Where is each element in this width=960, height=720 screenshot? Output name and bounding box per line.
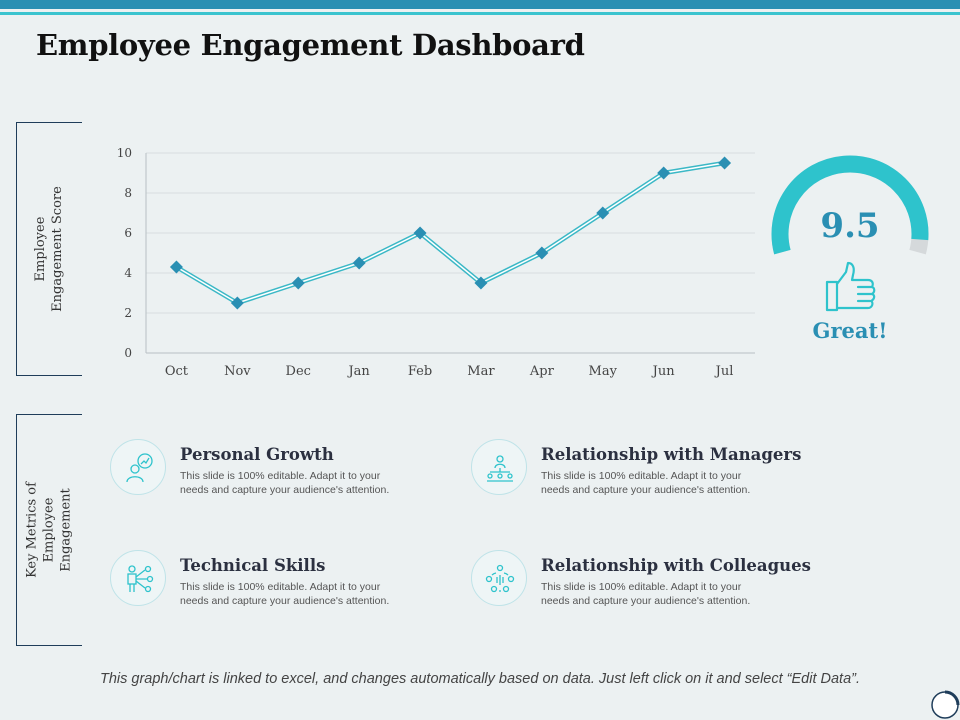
y-tick-label: 0 bbox=[124, 346, 132, 360]
score-side-label: Employee Engagement Score bbox=[33, 186, 67, 312]
data-point-marker bbox=[413, 226, 427, 240]
metric-title: Relationship with Colleagues bbox=[541, 556, 811, 575]
metric-title: Personal Growth bbox=[180, 445, 334, 464]
metric-icon-circle bbox=[110, 439, 166, 495]
metric-title: Technical Skills bbox=[180, 556, 326, 575]
x-tick-label: Mar bbox=[467, 364, 495, 379]
score-gauge bbox=[771, 155, 929, 255]
metric-icon-circle bbox=[471, 439, 527, 495]
metric-technical-skills: Technical Skills This slide is 100% edit… bbox=[110, 550, 440, 630]
data-point-marker bbox=[657, 166, 671, 180]
metrics-side-label: Key Metrics of Employee Engagement bbox=[24, 482, 75, 578]
top-accent-line bbox=[0, 12, 960, 15]
series-line-highlight bbox=[176, 162, 725, 304]
y-tick-label: 4 bbox=[124, 266, 132, 280]
page-title: Employee Engagement Dashboard bbox=[36, 28, 585, 62]
data-point-marker bbox=[352, 256, 366, 270]
x-tick-label: Apr bbox=[529, 364, 555, 379]
metric-personal-growth: Personal Growth This slide is 100% edita… bbox=[110, 439, 440, 519]
top-accent-bar bbox=[0, 0, 960, 9]
score-side-label-line1: Employee bbox=[32, 216, 48, 282]
technical-skills-icon bbox=[127, 565, 154, 593]
x-tick-label: May bbox=[589, 364, 618, 379]
score-side-panel: Employee Engagement Score bbox=[16, 122, 82, 376]
score-side-label-line2: Engagement Score bbox=[49, 186, 65, 312]
data-point-marker bbox=[230, 296, 244, 310]
x-tick-label: Jul bbox=[714, 364, 734, 379]
thumbs-up-icon bbox=[825, 261, 876, 312]
metrics-side-label-line3: Engagement bbox=[57, 488, 73, 572]
x-tick-label: Feb bbox=[408, 364, 432, 379]
x-tick-label: Nov bbox=[224, 364, 251, 379]
data-point-marker bbox=[718, 156, 732, 170]
managers-icon bbox=[487, 455, 513, 482]
metric-title: Relationship with Managers bbox=[541, 445, 802, 464]
data-point-marker bbox=[474, 276, 488, 290]
metrics-side-label-line2: Employee bbox=[41, 497, 57, 563]
y-tick-label: 2 bbox=[124, 306, 132, 320]
metric-relationship-managers: Relationship with Managers This slide is… bbox=[471, 439, 801, 519]
y-tick-label: 6 bbox=[124, 226, 132, 240]
gauge-fill bbox=[771, 155, 929, 255]
metric-description: This slide is 100% editable. Adapt it to… bbox=[541, 581, 751, 608]
x-tick-label: Dec bbox=[286, 364, 311, 379]
gauge-rating-label: Great! bbox=[812, 318, 888, 343]
corner-decoration-icon bbox=[931, 690, 960, 719]
metrics-side-label-line1: Key Metrics of bbox=[24, 482, 40, 578]
metric-relationship-colleagues: Relationship with Colleagues This slide … bbox=[471, 550, 811, 630]
data-point-marker bbox=[291, 276, 305, 290]
metrics-side-panel: Key Metrics of Employee Engagement bbox=[16, 414, 82, 646]
data-point-marker bbox=[596, 206, 610, 220]
engagement-line-chart[interactable]: 0 2 4 6 8 10 Oct Nov Dec Jan Feb Mar Apr May Jun Jul bbox=[100, 140, 770, 385]
colleagues-icon bbox=[485, 564, 515, 593]
x-tick-label: Oct bbox=[165, 364, 189, 379]
gauge-value: 9.5 bbox=[820, 206, 880, 246]
y-tick-label: 8 bbox=[124, 186, 132, 200]
metric-description: This slide is 100% editable. Adapt it to… bbox=[541, 470, 751, 497]
metric-description: This slide is 100% editable. Adapt it to… bbox=[180, 470, 390, 497]
metric-description: This slide is 100% editable. Adapt it to… bbox=[180, 581, 390, 608]
metric-icon-circle bbox=[110, 550, 166, 606]
data-point-marker bbox=[169, 260, 183, 274]
x-tick-label: Jun bbox=[651, 364, 676, 379]
x-tick-label: Jan bbox=[346, 364, 370, 379]
y-tick-label: 10 bbox=[117, 146, 132, 160]
data-point-marker bbox=[535, 246, 549, 260]
chart-footnote: This graph/chart is linked to excel, and… bbox=[99, 671, 861, 687]
personal-growth-icon bbox=[126, 453, 153, 483]
metric-icon-circle bbox=[471, 550, 527, 606]
